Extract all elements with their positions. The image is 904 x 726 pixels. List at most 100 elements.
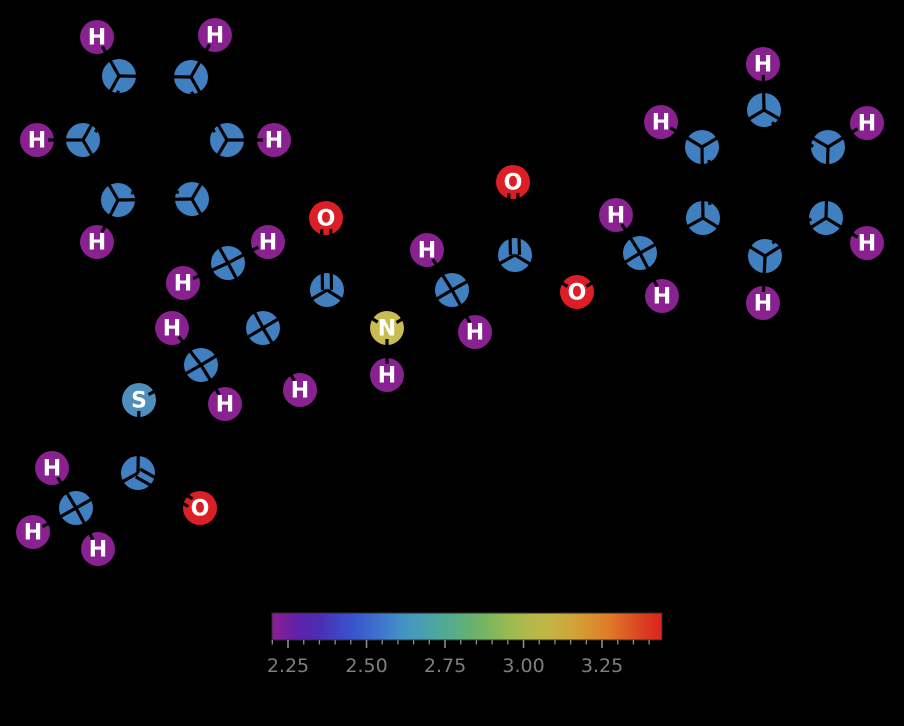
bond xyxy=(200,326,264,367)
atom-label-h-38: H xyxy=(24,520,42,545)
bond xyxy=(189,43,211,78)
bond xyxy=(770,121,815,148)
bond xyxy=(700,146,705,219)
atom-label-h-27: H xyxy=(88,25,106,50)
bond xyxy=(262,288,328,330)
bond xyxy=(117,197,193,202)
bond xyxy=(94,89,121,133)
atom-h-47 xyxy=(850,106,884,140)
atom-label-h-33: H xyxy=(174,271,192,296)
bond xyxy=(177,335,203,366)
atom-h-30 xyxy=(257,123,291,157)
atom-h-44 xyxy=(645,279,679,313)
bond xyxy=(701,108,765,149)
bond xyxy=(516,192,522,255)
atom-label-h-47: H xyxy=(858,111,876,136)
atom-h-32 xyxy=(251,225,285,259)
atom-h-42 xyxy=(458,315,492,349)
atom-label-h-37: H xyxy=(43,456,61,481)
bond xyxy=(514,253,569,288)
bond xyxy=(75,471,139,510)
atom-label-o-18: O xyxy=(504,170,523,195)
bond xyxy=(639,216,704,255)
atom-label-o-11: O xyxy=(191,496,210,521)
atom-h-31 xyxy=(80,225,114,259)
atom-h-33 xyxy=(166,266,200,300)
atom-label-h-39: H xyxy=(89,537,107,562)
colorbar-tick-label: 3.00 xyxy=(502,655,544,677)
atom-label-h-40: H xyxy=(378,363,396,388)
atom-label-n-15: N xyxy=(378,316,396,341)
bond xyxy=(147,363,202,396)
bond xyxy=(41,506,77,529)
bond xyxy=(669,126,703,149)
atom-label-h-31: H xyxy=(88,230,106,255)
bond xyxy=(329,228,334,290)
bond xyxy=(189,90,216,133)
bond xyxy=(81,139,120,201)
atom-label-h-49: H xyxy=(754,291,772,316)
atom-label-o-14: O xyxy=(317,206,336,231)
atom-label-h-46: H xyxy=(754,52,772,77)
bond xyxy=(261,327,296,382)
bond xyxy=(450,289,472,324)
atom-label-h-43: H xyxy=(607,203,625,228)
atom-h-41 xyxy=(410,233,444,267)
bond xyxy=(707,159,712,205)
colorbar-tick-label: 2.75 xyxy=(424,655,466,677)
bond xyxy=(190,139,229,200)
atom-h-46 xyxy=(746,47,780,81)
bond xyxy=(320,229,325,291)
atom-label-h-36: H xyxy=(216,392,234,417)
atom-h-27 xyxy=(80,20,114,54)
bond xyxy=(130,190,179,195)
bond xyxy=(585,251,641,288)
bond xyxy=(74,507,95,541)
atom-h-29 xyxy=(20,123,54,157)
bond xyxy=(764,216,827,258)
bond xyxy=(118,74,192,79)
bond xyxy=(135,475,189,508)
colorbar-tick-label: 2.50 xyxy=(345,655,387,677)
bond xyxy=(761,74,766,111)
atom-label-h-29: H xyxy=(28,128,46,153)
atom-h-45 xyxy=(644,105,678,139)
atom-h-38 xyxy=(16,515,50,549)
bond xyxy=(638,252,659,287)
atom-label-h-48: H xyxy=(858,231,876,256)
bond xyxy=(771,217,813,245)
bond xyxy=(192,261,229,280)
bond xyxy=(56,476,78,509)
atom-label-s-9: S xyxy=(131,388,147,413)
atom-label-h-41: H xyxy=(418,238,436,263)
atom-label-h-35: H xyxy=(163,316,181,341)
atom-h-39 xyxy=(81,532,115,566)
atom-label-h-30: H xyxy=(265,128,283,153)
atom-o-18 xyxy=(496,165,530,199)
atom-h-28 xyxy=(198,18,232,52)
atom-label-h-44: H xyxy=(653,284,671,309)
bond xyxy=(136,410,141,474)
bond xyxy=(431,258,454,291)
bond xyxy=(100,199,120,233)
colorbar xyxy=(271,612,663,641)
atom-label-h-28: H xyxy=(206,23,224,48)
atom-label-h-42: H xyxy=(466,320,484,345)
bond xyxy=(81,75,121,141)
bond xyxy=(189,76,229,141)
bond xyxy=(395,288,453,324)
atom-h-40 xyxy=(370,358,404,392)
atom-h-36 xyxy=(208,387,242,421)
atom-label-h-45: H xyxy=(652,110,670,135)
bond xyxy=(190,198,230,264)
atom-h-49 xyxy=(746,286,780,320)
bond xyxy=(763,108,829,149)
bond xyxy=(702,216,766,258)
bond xyxy=(139,467,194,501)
bond xyxy=(326,288,379,324)
atom-h-37 xyxy=(35,451,69,485)
colorbar-tick-label: 3.25 xyxy=(581,655,623,677)
atom-s-9 xyxy=(122,383,156,417)
bond xyxy=(825,216,859,239)
